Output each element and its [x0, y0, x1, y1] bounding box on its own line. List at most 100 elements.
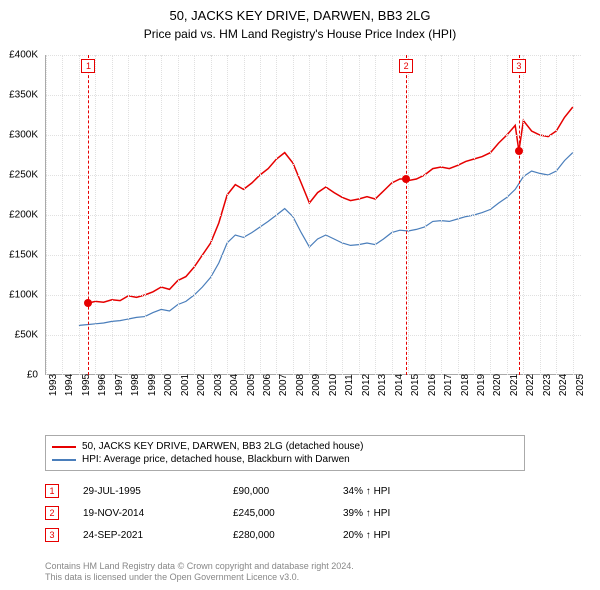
event-pct: 39% ↑ HPI: [343, 508, 443, 519]
gridline-v: [375, 55, 376, 375]
gridline-v: [359, 55, 360, 375]
gridline-h: [46, 215, 581, 216]
y-tick-label: £100K: [9, 290, 38, 301]
gridline-v: [46, 55, 47, 375]
event-price: £280,000: [233, 530, 343, 541]
event-badge: 3: [45, 528, 59, 542]
gridline-v: [309, 55, 310, 375]
legend-swatch: [52, 459, 76, 461]
gridline-v: [523, 55, 524, 375]
x-tick-label: 2008: [295, 374, 306, 396]
y-tick-label: £250K: [9, 170, 38, 181]
x-tick-label: 1999: [147, 374, 158, 396]
event-badge: 2: [45, 506, 59, 520]
gridline-v: [276, 55, 277, 375]
x-tick-label: 2017: [443, 374, 454, 396]
gridline-v: [194, 55, 195, 375]
event-dashline: [406, 55, 407, 375]
legend-box: 50, JACKS KEY DRIVE, DARWEN, BB3 2LG (de…: [45, 435, 525, 471]
gridline-h: [46, 295, 581, 296]
gridline-v: [178, 55, 179, 375]
x-tick-label: 2005: [246, 374, 257, 396]
legend-row: 50, JACKS KEY DRIVE, DARWEN, BB3 2LG (de…: [52, 440, 518, 453]
x-tick-label: 1995: [81, 374, 92, 396]
event-marker-badge: 1: [81, 59, 95, 73]
event-row: 129-JUL-1995£90,00034% ↑ HPI: [45, 480, 443, 502]
gridline-v: [490, 55, 491, 375]
event-row: 2 19-NOV-2014£245,00039% ↑ HPI: [45, 502, 443, 524]
legend-swatch: [52, 446, 76, 448]
gridline-v: [507, 55, 508, 375]
chart-container: 50, JACKS KEY DRIVE, DARWEN, BB3 2LG Pri…: [0, 0, 600, 590]
x-tick-label: 2025: [575, 374, 586, 396]
gridline-v: [474, 55, 475, 375]
gridline-v: [79, 55, 80, 375]
event-date: 24-SEP-2021: [83, 530, 233, 541]
gridline-h: [46, 175, 581, 176]
x-tick-label: 2009: [311, 374, 322, 396]
gridline-v: [260, 55, 261, 375]
y-tick-label: £150K: [9, 250, 38, 261]
x-tick-label: 2006: [262, 374, 273, 396]
event-price: £245,000: [233, 508, 343, 519]
x-tick-label: 2003: [213, 374, 224, 396]
gridline-v: [342, 55, 343, 375]
event-dot: [402, 175, 410, 183]
chart-title: 50, JACKS KEY DRIVE, DARWEN, BB3 2LG: [0, 0, 600, 23]
x-tick-label: 1996: [97, 374, 108, 396]
event-date: 19-NOV-2014: [83, 508, 233, 519]
gridline-v: [425, 55, 426, 375]
chart-area: 123 £0£50K£100K£150K£200K£250K£300K£350K…: [45, 55, 580, 400]
x-tick-label: 2000: [163, 374, 174, 396]
x-tick-label: 2018: [460, 374, 471, 396]
gridline-h: [46, 135, 581, 136]
x-tick-label: 2014: [394, 374, 405, 396]
gridline-v: [441, 55, 442, 375]
footer-attribution: Contains HM Land Registry data © Crown c…: [45, 561, 354, 584]
x-tick-label: 2022: [525, 374, 536, 396]
gridline-v: [211, 55, 212, 375]
gridline-v: [112, 55, 113, 375]
y-tick-label: £400K: [9, 50, 38, 61]
gridline-v: [556, 55, 557, 375]
footer-line-2: This data is licensed under the Open Gov…: [45, 572, 354, 584]
event-marker-badge: 3: [512, 59, 526, 73]
x-tick-label: 2019: [476, 374, 487, 396]
gridline-v: [293, 55, 294, 375]
legend-row: HPI: Average price, detached house, Blac…: [52, 453, 518, 466]
y-tick-label: £300K: [9, 130, 38, 141]
gridline-h: [46, 255, 581, 256]
y-tick-label: £0: [27, 370, 38, 381]
gridline-v: [227, 55, 228, 375]
event-marker-badge: 2: [399, 59, 413, 73]
x-tick-label: 2001: [180, 374, 191, 396]
x-tick-label: 2012: [361, 374, 372, 396]
x-tick-label: 2002: [196, 374, 207, 396]
gridline-v: [95, 55, 96, 375]
x-tick-label: 2023: [542, 374, 553, 396]
gridline-v: [540, 55, 541, 375]
event-dashline: [519, 55, 520, 375]
x-tick-label: 2007: [278, 374, 289, 396]
gridline-v: [161, 55, 162, 375]
x-tick-label: 2004: [229, 374, 240, 396]
x-tick-label: 2011: [344, 374, 355, 396]
event-date: 29-JUL-1995: [83, 486, 233, 497]
footer-line-1: Contains HM Land Registry data © Crown c…: [45, 561, 354, 573]
event-dashline: [88, 55, 89, 375]
gridline-v: [326, 55, 327, 375]
x-tick-label: 2016: [427, 374, 438, 396]
legend-label: HPI: Average price, detached house, Blac…: [82, 454, 350, 465]
x-tick-label: 1994: [64, 374, 75, 396]
gridline-v: [458, 55, 459, 375]
gridline-v: [128, 55, 129, 375]
gridline-h: [46, 55, 581, 56]
gridline-v: [392, 55, 393, 375]
gridline-v: [244, 55, 245, 375]
event-pct: 20% ↑ HPI: [343, 530, 443, 541]
gridline-h: [46, 335, 581, 336]
gridline-v: [62, 55, 63, 375]
event-pct: 34% ↑ HPI: [343, 486, 443, 497]
x-tick-label: 2021: [509, 374, 520, 396]
x-tick-label: 1997: [114, 374, 125, 396]
